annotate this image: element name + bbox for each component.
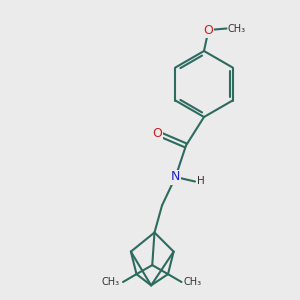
Text: O: O [204,23,213,37]
Text: CH₃: CH₃ [184,277,202,287]
Text: H: H [197,176,205,187]
Text: CH₃: CH₃ [228,23,246,34]
Text: CH₃: CH₃ [101,277,119,287]
Text: N: N [171,170,180,184]
Text: O: O [152,127,162,140]
